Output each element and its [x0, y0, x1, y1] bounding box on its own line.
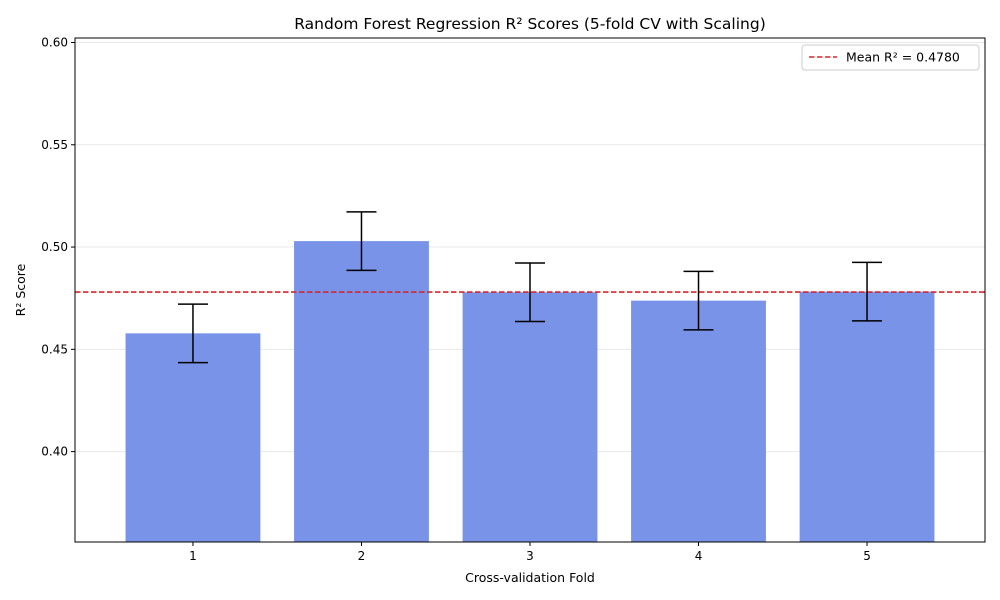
error-bar-fold-2 [346, 211, 377, 272]
x-tick-label: 4 [695, 549, 703, 563]
y-tick-label: 0.60 [41, 36, 68, 50]
y-axis-ticks: 0.40 0.45 0.50 0.55 0.60 [41, 36, 75, 459]
chart-title: Random Forest Regression R² Scores (5-fo… [294, 15, 766, 33]
error-bar-fold-3 [515, 262, 545, 323]
y-tick-label: 0.45 [41, 342, 68, 356]
x-axis-ticks: 1 2 3 4 5 [189, 542, 871, 563]
y-tick-label: 0.40 [41, 445, 68, 459]
y-tick-label: 0.55 [41, 138, 68, 152]
bar-fold-2 [294, 241, 429, 542]
legend-box [801, 44, 980, 71]
error-bar-fold-4 [683, 270, 714, 331]
x-axis-label: Cross-validation Fold [465, 570, 595, 585]
y-axis-label: R² Score [13, 263, 28, 316]
x-tick-label: 2 [358, 549, 366, 563]
legend-mean-label: Mean R² = 0.4780 [846, 50, 960, 65]
error-bar-fold-1 [177, 303, 208, 364]
x-tick-label: 1 [189, 549, 197, 563]
x-tick-label: 5 [863, 549, 871, 563]
error-bar-fold-5 [852, 261, 883, 322]
y-tick-label: 0.50 [41, 240, 68, 254]
bar-fold-5 [799, 291, 935, 542]
legend: Mean R² = 0.4780 [801, 44, 980, 71]
bar-fold-4 [631, 300, 766, 542]
x-tick-label: 3 [526, 549, 534, 563]
error-bars [177, 211, 883, 364]
bar-fold-3 [462, 292, 598, 542]
bar-fold-1 [125, 333, 261, 542]
